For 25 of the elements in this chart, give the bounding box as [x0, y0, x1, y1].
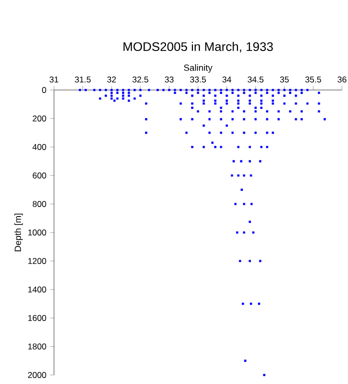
- y-tick-label: 0: [42, 87, 46, 93]
- y-axis-title: Depth [m]: [14, 214, 23, 252]
- x-tick-label: 34: [222, 76, 232, 82]
- x-tick-label: 33: [164, 76, 174, 82]
- x-axis-title: Salinity: [184, 64, 212, 73]
- y-tick-label: 1000: [28, 230, 46, 236]
- y-tick-label: 2000: [28, 372, 46, 378]
- y-tick-label: 1200: [28, 258, 46, 264]
- x-tick-label: 34.5: [248, 76, 264, 82]
- x-tick-label: 32: [107, 76, 116, 82]
- x-tick-label: 36: [338, 76, 346, 82]
- y-tick-label: 400: [32, 144, 46, 150]
- x-tick-label: 32.5: [132, 76, 148, 82]
- chart-title: MODS2005 in March, 1933: [124, 42, 273, 53]
- y-tick-label: 1400: [28, 286, 46, 292]
- x-tick-label: 35.5: [305, 76, 322, 82]
- y-tick-label: 1600: [28, 315, 46, 321]
- y-tick-label: 200: [32, 116, 46, 122]
- x-tick-label: 31: [50, 76, 58, 82]
- x-tick-label: 31.5: [74, 76, 91, 82]
- x-tick-label: 33.5: [190, 76, 206, 82]
- y-tick-label: 1800: [28, 344, 46, 350]
- y-tick-label: 800: [32, 201, 46, 207]
- x-tick-label: 35: [280, 76, 289, 82]
- y-tick-label: 600: [32, 172, 46, 178]
